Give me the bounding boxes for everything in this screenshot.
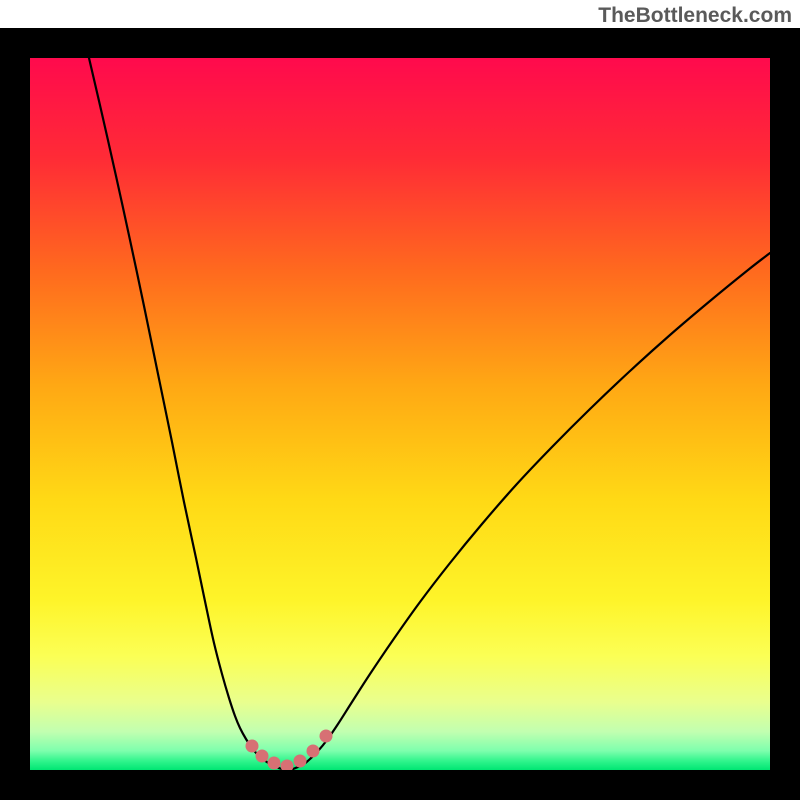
trough-marker: [246, 740, 259, 753]
trough-marker: [256, 750, 269, 763]
trough-marker: [281, 760, 294, 771]
trough-marker: [320, 730, 333, 743]
trough-marker: [268, 757, 281, 770]
trough-marker: [294, 755, 307, 768]
chart-curve-layer: [30, 58, 770, 770]
chart-plot-area: [30, 58, 770, 770]
curve-left: [89, 58, 288, 770]
chart-canvas: TheBottleneck.com: [0, 0, 800, 800]
curve-right: [288, 253, 770, 770]
watermark-text: TheBottleneck.com: [598, 4, 792, 28]
trough-marker: [307, 745, 320, 758]
